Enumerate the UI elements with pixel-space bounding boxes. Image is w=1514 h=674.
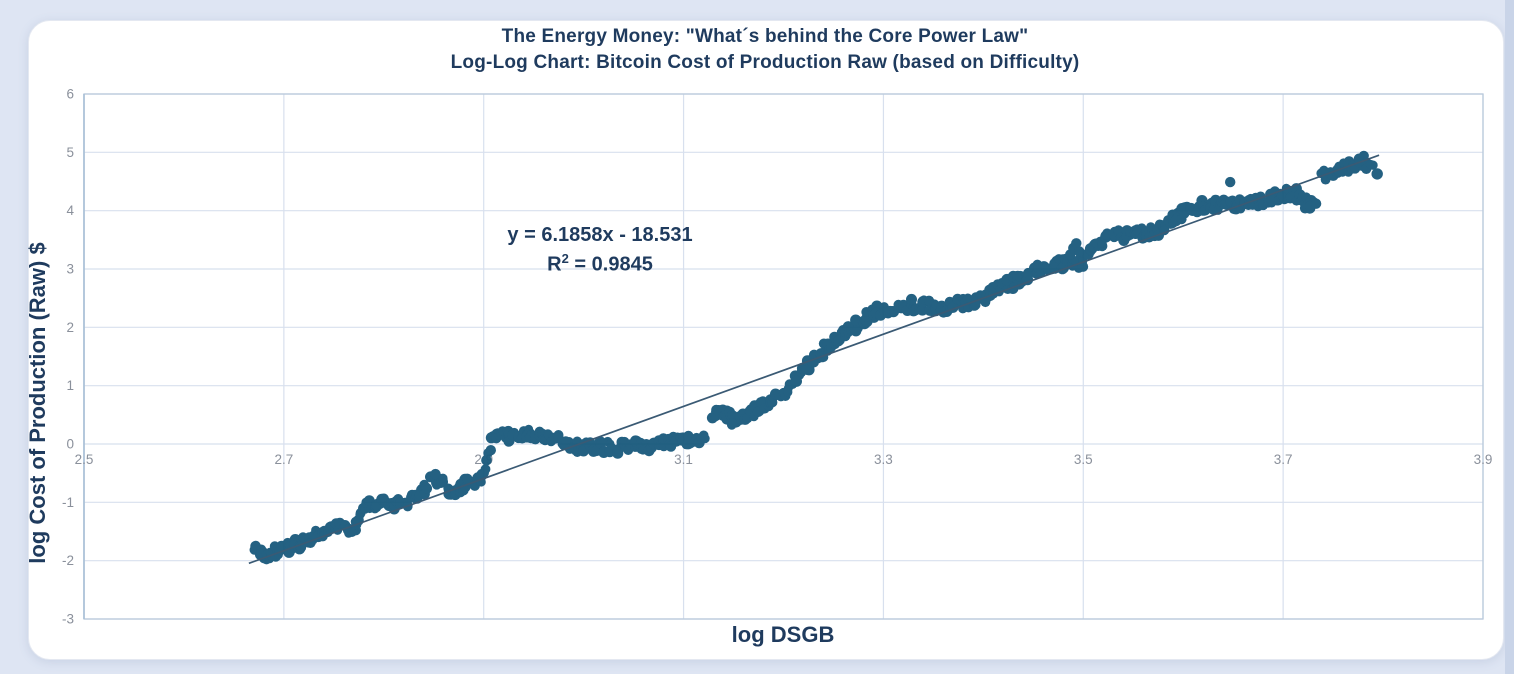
y-tick-label: 5 [66,145,74,160]
x-tick-label: 3.3 [874,452,893,467]
y-axis-title: log Cost of Production (Raw) $ [25,242,50,564]
y-tick-label: 4 [66,203,74,218]
r-squared-value: R2 = 0.9845 [547,251,653,276]
y-tick-label: 1 [66,378,74,393]
right-edge-strip [1505,0,1514,674]
x-tick-label: 3.1 [674,452,693,467]
y-tick-label: -3 [62,612,74,627]
y-tick-label: 0 [66,437,74,452]
chart-title-line1: The Energy Money: "What´s behind the Cor… [501,26,1029,47]
x-tick-label: 3.9 [1474,452,1493,467]
outlier-point [1074,246,1085,257]
outlier-point [1310,198,1322,209]
y-tick-label: -1 [62,495,74,510]
trendline-annotation: y = 6.1858x - 18.531 R2 = 0.9845 [418,221,782,280]
y-tick-label: 6 [66,87,74,102]
y-tick-label: 2 [66,320,74,335]
trend-equation: y = 6.1858x - 18.531 [507,224,693,246]
x-tick-label: 2.5 [75,452,94,467]
y-tick-label: -2 [62,553,74,568]
trendline [248,154,1380,565]
y-tick-label: 3 [66,262,74,277]
x-tick-label: 2.7 [274,452,293,467]
outlier-point [1071,238,1082,249]
outlier-point [1225,176,1236,188]
x-tick-label: 3.5 [1074,452,1093,467]
x-tick-label: 3.7 [1274,452,1293,467]
chart-title-line2: Log-Log Chart: Bitcoin Cost of Productio… [450,52,1080,73]
x-axis-title: log DSGB [731,622,835,647]
